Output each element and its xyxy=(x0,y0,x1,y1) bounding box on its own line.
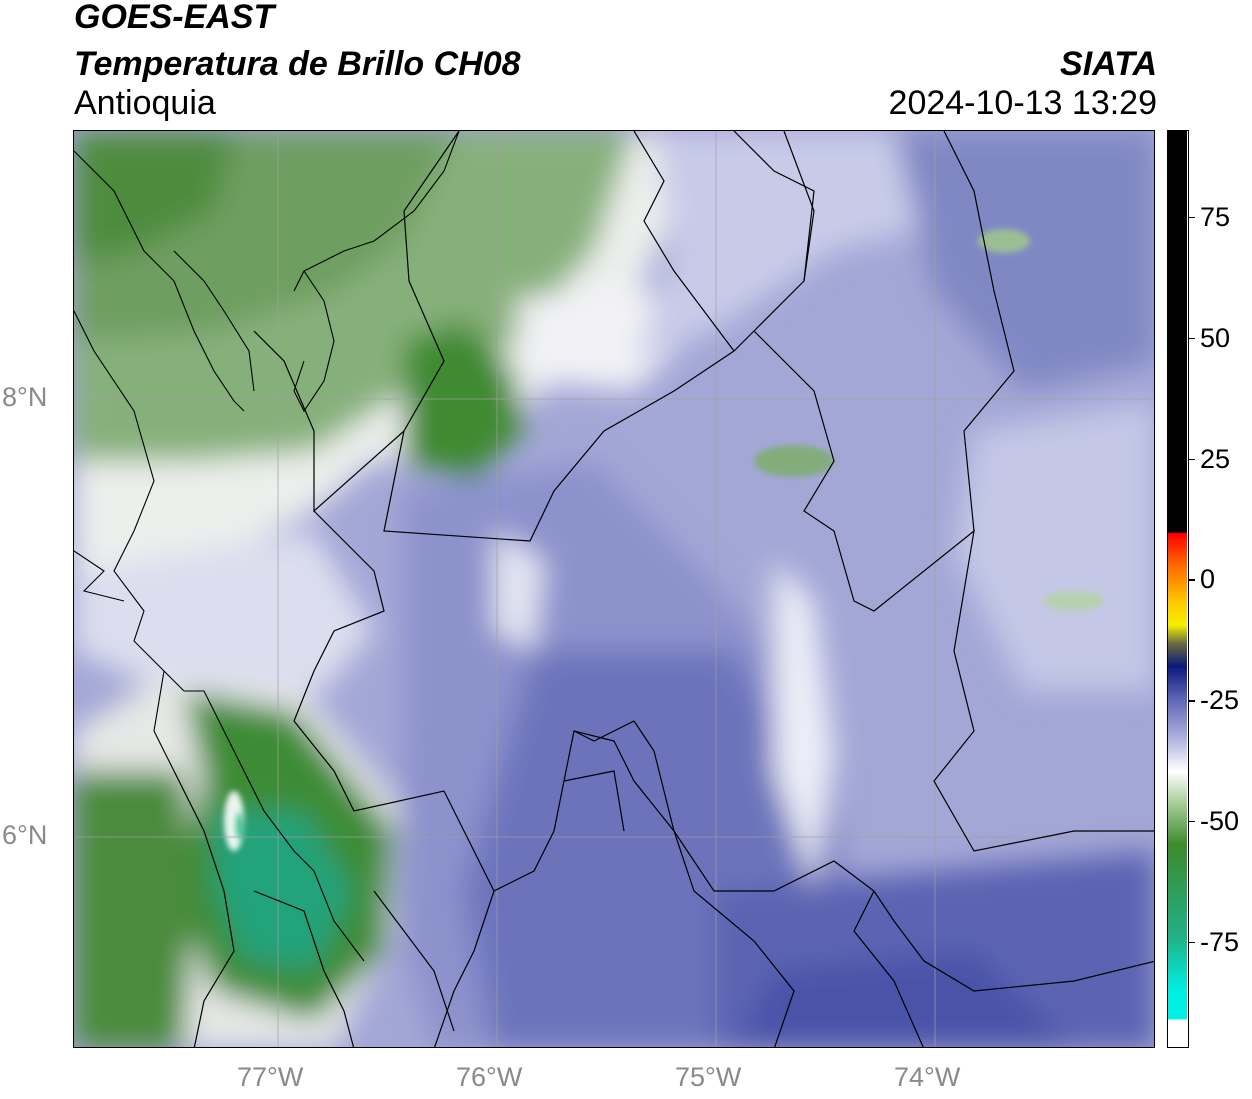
lon-tick-label: 75°W xyxy=(675,1062,742,1092)
lat-tick-label: 6°N xyxy=(2,820,48,850)
colorbar-tick-mark xyxy=(1189,337,1195,340)
colorbar-gradient xyxy=(1168,131,1187,1046)
map-canvas xyxy=(74,131,1154,1047)
colorbar-tick-mark xyxy=(1189,700,1195,702)
lon-tick-label: 76°W xyxy=(456,1062,523,1092)
map-gridlines xyxy=(74,131,1154,1047)
colorbar-tick-label: 75 xyxy=(1200,201,1231,232)
product-title: Temperatura de Brillo CH08 xyxy=(74,45,521,83)
colorbar-tick-label: 25 xyxy=(1200,443,1231,474)
lon-tick-label: 77°W xyxy=(237,1062,304,1092)
colorbar-tick-mark xyxy=(1189,820,1195,823)
satellite-title: GOES-EAST xyxy=(74,0,275,36)
colorbar-tick-mark xyxy=(1189,941,1195,944)
colorbar-tick-label: -50 xyxy=(1200,805,1240,836)
colorbar-tick-mark xyxy=(1189,216,1195,219)
brightness-temperature-field xyxy=(74,131,1154,1047)
colorbar-tick-mark xyxy=(1189,458,1195,461)
colorbar xyxy=(1167,130,1189,1048)
map-panel[interactable] xyxy=(73,130,1155,1048)
administrative-boundaries xyxy=(173,131,1154,1047)
coastline xyxy=(74,131,460,962)
colorbar-tick-label: -75 xyxy=(1200,926,1240,957)
colorbar-tick-label: 0 xyxy=(1200,564,1216,595)
colorbar-tick-label: 50 xyxy=(1200,322,1231,353)
region-subtitle: Antioquia xyxy=(74,84,216,122)
lat-tick-label: 8°N xyxy=(2,382,48,412)
datetime-label: 2024-10-13 13:29 xyxy=(888,84,1157,122)
brand-label: SIATA xyxy=(1060,45,1157,83)
lon-tick-label: 74°W xyxy=(894,1062,961,1092)
colorbar-tick-label: -25 xyxy=(1200,685,1240,716)
colorbar-tick-mark xyxy=(1189,579,1195,581)
